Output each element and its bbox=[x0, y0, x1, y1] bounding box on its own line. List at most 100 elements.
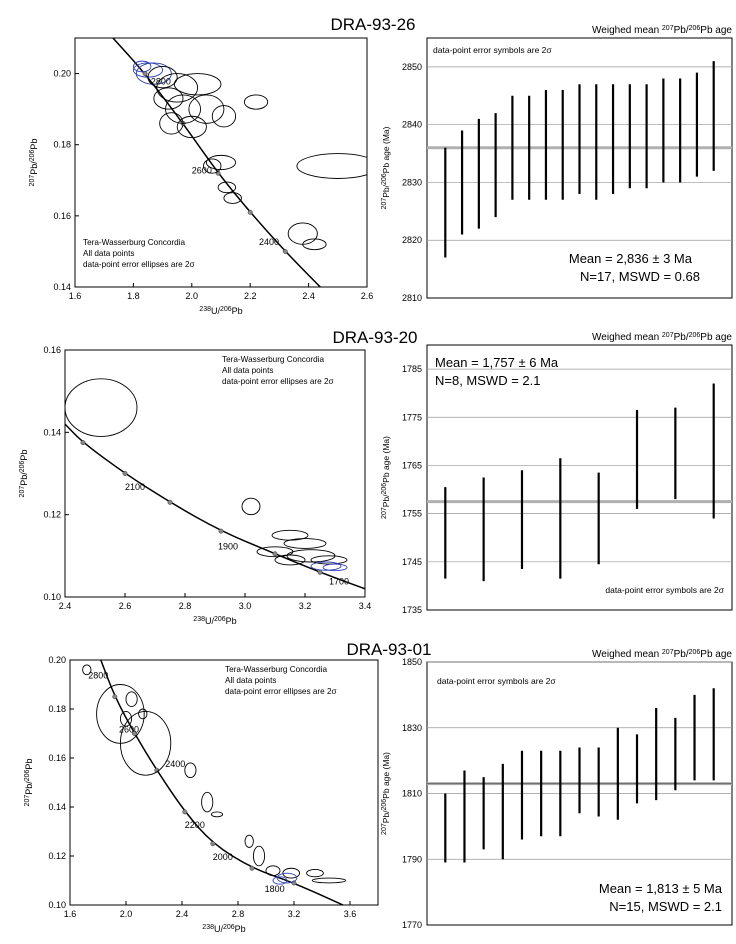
y-tick-label: 0.10 bbox=[48, 900, 66, 910]
age-marker bbox=[249, 865, 255, 871]
error-ellipse bbox=[147, 66, 178, 89]
panel-title: Weighed mean 207Pb/206Pb age bbox=[592, 649, 732, 661]
y-tick-label: 2830 bbox=[402, 177, 422, 187]
weighted-mean-panel: 2810 2820 2830 2840 2850 Weighed mean 207Pb/2… bbox=[381, 25, 733, 303]
panel-title: Weighed mean 207Pb/206Pb age bbox=[592, 25, 732, 37]
x-tick-label: 3.2 bbox=[288, 909, 301, 919]
age-marker bbox=[247, 209, 253, 215]
age-marker bbox=[182, 809, 188, 815]
weighted-mean-panel: 1735 1745 1755 1765 1775 1785 Weighed mean 207… bbox=[381, 332, 733, 615]
error-ellipse bbox=[205, 154, 237, 171]
plot-area bbox=[82, 660, 347, 905]
error-ellipse bbox=[244, 834, 254, 848]
y-tick-label: 0.14 bbox=[48, 802, 66, 812]
plot-frame bbox=[426, 37, 733, 299]
y-tick-label: 1735 bbox=[402, 605, 422, 615]
legend-text: Tera-Wasserburg Concordia bbox=[222, 355, 325, 364]
y-axis-label: 207Pb/206Pb age (Ma) bbox=[381, 436, 392, 519]
y-tick-label: 0.20 bbox=[53, 69, 71, 79]
sample-title: DRA-93-01 bbox=[346, 640, 431, 659]
concordia-curve bbox=[100, 660, 344, 905]
stats-text: N=17, MSWD = 0.68 bbox=[580, 269, 700, 284]
plot-frame bbox=[74, 37, 368, 288]
age-marker bbox=[210, 841, 216, 847]
age-marker bbox=[122, 471, 128, 476]
y-tick-label: 1770 bbox=[402, 920, 422, 930]
y-tick-label: 0.14 bbox=[43, 427, 61, 437]
error-ellipse bbox=[211, 105, 237, 128]
y-tick-label: 0.18 bbox=[53, 140, 71, 150]
error-ellipse bbox=[283, 538, 327, 549]
error-ellipse bbox=[184, 762, 197, 779]
error-ellipse bbox=[272, 876, 288, 885]
x-tick-label: 1.8 bbox=[127, 291, 140, 301]
error-ellipse bbox=[243, 94, 269, 110]
concordia-panel: 1.6 2.0 2.4 2.8 3.2 3.6 0.10 0.12 0.14 0.16 0.18 0.… bbox=[24, 655, 379, 934]
y-axis-label: 207Pb/206Pb age (Ma) bbox=[381, 126, 392, 209]
weighted-mean-panel: 1770 1790 1810 1830 1850 Weighed mean 207Pb/2… bbox=[381, 649, 733, 930]
legend-text: data-point error ellipses are 2σ bbox=[222, 377, 334, 386]
y-axis-label: 207Pb/206Pb bbox=[29, 139, 40, 187]
y-tick-label: 0.10 bbox=[43, 592, 61, 602]
age-marker bbox=[80, 440, 86, 446]
x-axis-label: 238U/206Pb bbox=[193, 616, 236, 627]
error-ellipse bbox=[203, 158, 222, 174]
error-ellipse bbox=[125, 691, 138, 708]
stats-text: N=15, MSWD = 2.1 bbox=[609, 899, 722, 914]
y-tick-label: 0.16 bbox=[43, 345, 61, 355]
y-tick-label: 2820 bbox=[402, 235, 422, 245]
y-tick-label: 0.16 bbox=[48, 753, 66, 763]
error-ellipse bbox=[287, 222, 318, 245]
legend-text: data-point error ellipses are 2σ bbox=[83, 260, 195, 269]
error-ellipse bbox=[156, 73, 199, 103]
error-ellipse bbox=[322, 563, 348, 572]
age-label: 2000 bbox=[213, 852, 233, 862]
plot-area bbox=[65, 378, 365, 590]
x-tick-label: 3.6 bbox=[344, 909, 357, 919]
mean-text: Mean = 1,757 ± 6 Ma bbox=[435, 355, 559, 370]
error-ellipse bbox=[138, 708, 148, 720]
x-tick-label: 2.6 bbox=[361, 291, 374, 301]
note-text: data-point error symbols are 2σ bbox=[437, 676, 556, 686]
y-tick-label: 1745 bbox=[402, 557, 422, 567]
sample-title: DRA-93-26 bbox=[330, 15, 415, 34]
x-tick-label: 3.0 bbox=[239, 601, 252, 611]
error-ellipse bbox=[265, 865, 281, 877]
mean-text: Mean = 2,836 ± 3 Ma bbox=[569, 251, 693, 266]
error-ellipse bbox=[310, 561, 342, 571]
y-axis-label: 207Pb/206Pb age (Ma) bbox=[381, 752, 392, 835]
y-tick-label: 0.20 bbox=[48, 655, 66, 665]
age-label: 2100 bbox=[125, 482, 145, 492]
error-ellipse bbox=[223, 192, 242, 204]
age-marker bbox=[317, 569, 323, 575]
plot-frame bbox=[69, 659, 379, 906]
error-ellipse bbox=[119, 711, 172, 776]
x-tick-label: 2.4 bbox=[59, 601, 72, 611]
legend-text: data-point error ellipses are 2σ bbox=[225, 687, 337, 696]
age-label: 1900 bbox=[218, 542, 238, 552]
x-tick-label: 2.0 bbox=[186, 291, 199, 301]
error-ellipse bbox=[65, 378, 138, 437]
x-tick-label: 2.8 bbox=[179, 601, 192, 611]
age-marker bbox=[112, 694, 118, 700]
age-label: 2600 bbox=[192, 166, 212, 176]
x-tick-label: 1.6 bbox=[64, 909, 77, 919]
age-marker bbox=[272, 551, 278, 557]
x-axis-label: 238U/206Pb bbox=[202, 924, 245, 935]
y-tick-label: 0.18 bbox=[48, 704, 66, 714]
error-ellipse bbox=[153, 87, 184, 110]
x-tick-label: 2.6 bbox=[119, 601, 132, 611]
y-tick-label: 0.14 bbox=[53, 282, 71, 292]
error-ellipse bbox=[306, 869, 324, 878]
y-tick-label: 1830 bbox=[402, 723, 422, 733]
age-label: 2600 bbox=[119, 725, 139, 735]
legend-text: All data points bbox=[83, 249, 134, 258]
y-tick-label: 2840 bbox=[402, 120, 422, 130]
y-tick-label: 0.16 bbox=[53, 211, 71, 221]
concordia-panel: 1.6 1.8 2.0 2.2 2.4 2.6 0.14 0.16 0.18 0.20 238U/2… bbox=[29, 37, 374, 317]
error-ellipse bbox=[302, 238, 327, 251]
concordia-curve bbox=[65, 423, 365, 590]
y-axis-label: 207Pb/206Pb bbox=[24, 759, 35, 807]
x-axis-label: 238U/206Pb bbox=[199, 306, 242, 317]
